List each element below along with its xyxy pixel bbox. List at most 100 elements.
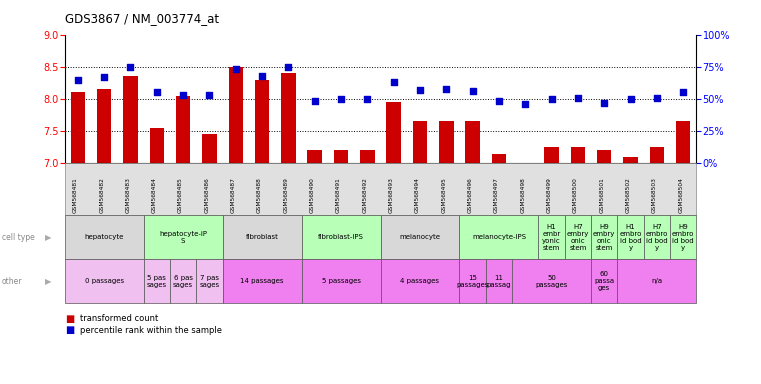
Text: GSM568483: GSM568483 [126, 177, 130, 213]
Text: other: other [2, 277, 22, 286]
Text: ■: ■ [65, 325, 74, 335]
Point [124, 64, 136, 70]
Point [98, 74, 110, 80]
Point [72, 76, 84, 83]
Bar [255, 79, 269, 163]
Bar [307, 151, 322, 163]
Bar [466, 121, 480, 163]
Point [230, 66, 242, 72]
Text: 60
passa
ges: 60 passa ges [594, 271, 614, 291]
Point [335, 96, 347, 102]
Bar [412, 121, 427, 163]
Text: GSM568500: GSM568500 [573, 177, 578, 213]
Text: transformed count: transformed count [80, 314, 158, 323]
Point [361, 96, 374, 102]
Text: GSM568494: GSM568494 [415, 177, 420, 213]
Bar [650, 147, 664, 163]
Text: GSM568497: GSM568497 [494, 177, 499, 213]
Point [177, 92, 189, 98]
Point [151, 89, 163, 96]
Bar [623, 157, 638, 163]
Text: GSM568501: GSM568501 [599, 177, 604, 213]
Text: H9
embro
id bod
y: H9 embro id bod y [672, 223, 694, 251]
Bar [571, 147, 585, 163]
Bar [676, 121, 690, 163]
Text: 4 passages: 4 passages [400, 278, 439, 284]
Text: fibroblast: fibroblast [246, 234, 279, 240]
Point [519, 101, 531, 107]
Text: hepatocyte: hepatocyte [84, 234, 124, 240]
Point [546, 96, 558, 102]
Text: GSM568504: GSM568504 [678, 177, 683, 213]
Text: GSM568498: GSM568498 [521, 177, 525, 213]
Point [572, 94, 584, 101]
Bar [544, 147, 559, 163]
Text: 14 passages: 14 passages [240, 278, 284, 284]
Text: GSM568486: GSM568486 [205, 177, 209, 213]
Bar [123, 76, 138, 163]
Text: H1
embr
yonic
stem: H1 embr yonic stem [542, 223, 561, 251]
Bar [360, 151, 374, 163]
Text: ▶: ▶ [45, 233, 52, 242]
Bar [597, 151, 611, 163]
Text: 11
passag: 11 passag [487, 275, 511, 288]
Point [440, 86, 452, 92]
Point [414, 87, 426, 93]
Bar [176, 96, 190, 163]
Text: GSM568490: GSM568490 [310, 177, 315, 213]
Point [677, 89, 689, 96]
Point [282, 64, 295, 70]
Text: melanocyte: melanocyte [400, 234, 441, 240]
Bar [281, 73, 295, 163]
Text: GSM568499: GSM568499 [546, 177, 552, 213]
Text: GSM568489: GSM568489 [283, 177, 288, 213]
Text: 50
passages: 50 passages [536, 275, 568, 288]
Point [625, 96, 637, 102]
Bar [228, 67, 243, 163]
Point [203, 92, 215, 98]
Text: GSM568502: GSM568502 [626, 177, 631, 213]
Text: GSM568481: GSM568481 [73, 177, 78, 213]
Text: 5 passages: 5 passages [322, 278, 361, 284]
Point [651, 94, 663, 101]
Bar [71, 93, 85, 163]
Point [256, 73, 268, 79]
Bar [439, 121, 454, 163]
Text: percentile rank within the sample: percentile rank within the sample [80, 326, 222, 335]
Text: n/a: n/a [651, 278, 662, 284]
Bar [150, 128, 164, 163]
Text: ■: ■ [65, 314, 74, 324]
Bar [387, 102, 401, 163]
Text: fibroblast-IPS: fibroblast-IPS [318, 234, 364, 240]
Text: GSM568495: GSM568495 [441, 177, 446, 213]
Text: H9
embry
onic
stem: H9 embry onic stem [593, 223, 616, 251]
Bar [334, 151, 349, 163]
Point [387, 79, 400, 85]
Text: 5 pas
sages: 5 pas sages [147, 275, 167, 288]
Text: GSM568492: GSM568492 [362, 177, 368, 213]
Text: GSM568485: GSM568485 [178, 177, 183, 213]
Text: GSM568487: GSM568487 [231, 177, 236, 213]
Text: GSM568488: GSM568488 [257, 177, 262, 213]
Text: cell type: cell type [2, 233, 34, 242]
Text: GSM568484: GSM568484 [151, 177, 157, 213]
Bar [492, 154, 506, 163]
Text: 15
passages: 15 passages [457, 275, 489, 288]
Text: GSM568503: GSM568503 [652, 177, 657, 213]
Text: melanocyte-IPS: melanocyte-IPS [472, 234, 526, 240]
Text: GDS3867 / NM_003774_at: GDS3867 / NM_003774_at [65, 12, 219, 25]
Text: hepatocyte-iP
S: hepatocyte-iP S [159, 231, 207, 243]
Text: 6 pas
sages: 6 pas sages [173, 275, 193, 288]
Point [598, 100, 610, 106]
Point [466, 88, 479, 94]
Text: H7
embry
onic
stem: H7 embry onic stem [567, 223, 589, 251]
Text: 0 passages: 0 passages [84, 278, 124, 284]
Bar [202, 134, 217, 163]
Text: GSM568496: GSM568496 [467, 177, 473, 213]
Point [493, 98, 505, 104]
Point [309, 98, 321, 104]
Text: GSM568493: GSM568493 [389, 177, 393, 213]
Text: GSM568482: GSM568482 [99, 177, 104, 213]
Text: GSM568491: GSM568491 [336, 177, 341, 213]
Bar [97, 89, 111, 163]
